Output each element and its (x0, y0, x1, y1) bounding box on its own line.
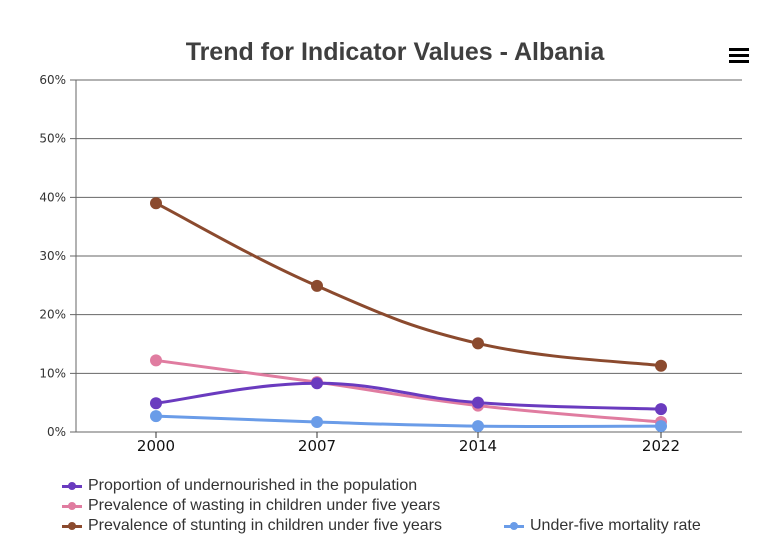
legend-marker-icon (62, 500, 82, 512)
x-tick-label: 2000 (137, 437, 175, 455)
y-tick-label: 60% (39, 73, 66, 87)
data-point[interactable] (311, 279, 323, 292)
x-tick-label: 2007 (298, 437, 336, 455)
legend-item[interactable]: Under-five mortality rate (504, 517, 701, 535)
data-point[interactable] (655, 359, 667, 372)
y-tick-label: 20% (39, 308, 66, 322)
legend-label: Prevalence of stunting in children under… (88, 517, 442, 534)
y-tick-label: 10% (39, 366, 66, 380)
legend-marker-icon (504, 520, 524, 532)
series-line-2 (154, 201, 663, 368)
chart-menu-button[interactable] (729, 48, 749, 66)
legend-item[interactable]: Prevalence of wasting in children under … (62, 497, 440, 515)
data-point[interactable] (472, 337, 484, 350)
legend-label: Under-five mortality rate (530, 517, 701, 534)
data-point[interactable] (472, 420, 484, 433)
data-point[interactable] (150, 410, 162, 423)
data-point[interactable] (311, 377, 323, 390)
legend-label: Proportion of undernourished in the popu… (88, 477, 418, 494)
hamburger-menu-icon (729, 48, 749, 51)
legend-item[interactable]: Proportion of undernourished in the popu… (62, 477, 417, 495)
legend-marker-icon (62, 520, 82, 532)
y-tick-label: 0% (47, 425, 66, 439)
data-point[interactable] (150, 197, 162, 210)
data-point[interactable] (472, 396, 484, 409)
x-tick-label: 2022 (642, 437, 680, 455)
data-point[interactable] (150, 397, 162, 410)
legend-item[interactable]: Prevalence of stunting in children under… (62, 517, 442, 535)
legend-marker-icon (62, 480, 82, 492)
data-point[interactable] (150, 354, 162, 367)
series-line-3 (154, 414, 663, 428)
hamburger-menu-icon-bar (729, 60, 749, 63)
chart-title: Trend for Indicator Values - Albania (185, 38, 605, 66)
x-tick-label: 2014 (459, 437, 497, 455)
y-tick-label: 50% (39, 132, 66, 146)
y-tick-label: 40% (39, 190, 66, 204)
data-point[interactable] (311, 416, 323, 429)
series-line-0 (154, 381, 663, 411)
series-line-1 (154, 358, 663, 424)
data-point[interactable] (655, 403, 667, 416)
hamburger-menu-icon-bar (729, 54, 749, 57)
y-tick-label: 30% (39, 249, 66, 263)
legend-label: Prevalence of wasting in children under … (88, 497, 441, 514)
data-point[interactable] (655, 420, 667, 433)
